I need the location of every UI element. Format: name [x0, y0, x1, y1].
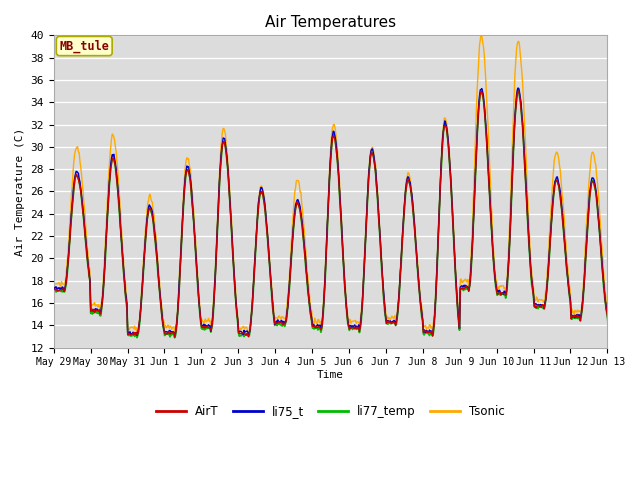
- Text: MB_tule: MB_tule: [60, 39, 109, 53]
- X-axis label: Time: Time: [317, 370, 344, 380]
- Legend: AirT, li75_t, li77_temp, Tsonic: AirT, li75_t, li77_temp, Tsonic: [152, 400, 509, 423]
- Title: Air Temperatures: Air Temperatures: [265, 15, 396, 30]
- Y-axis label: Air Temperature (C): Air Temperature (C): [15, 127, 25, 255]
